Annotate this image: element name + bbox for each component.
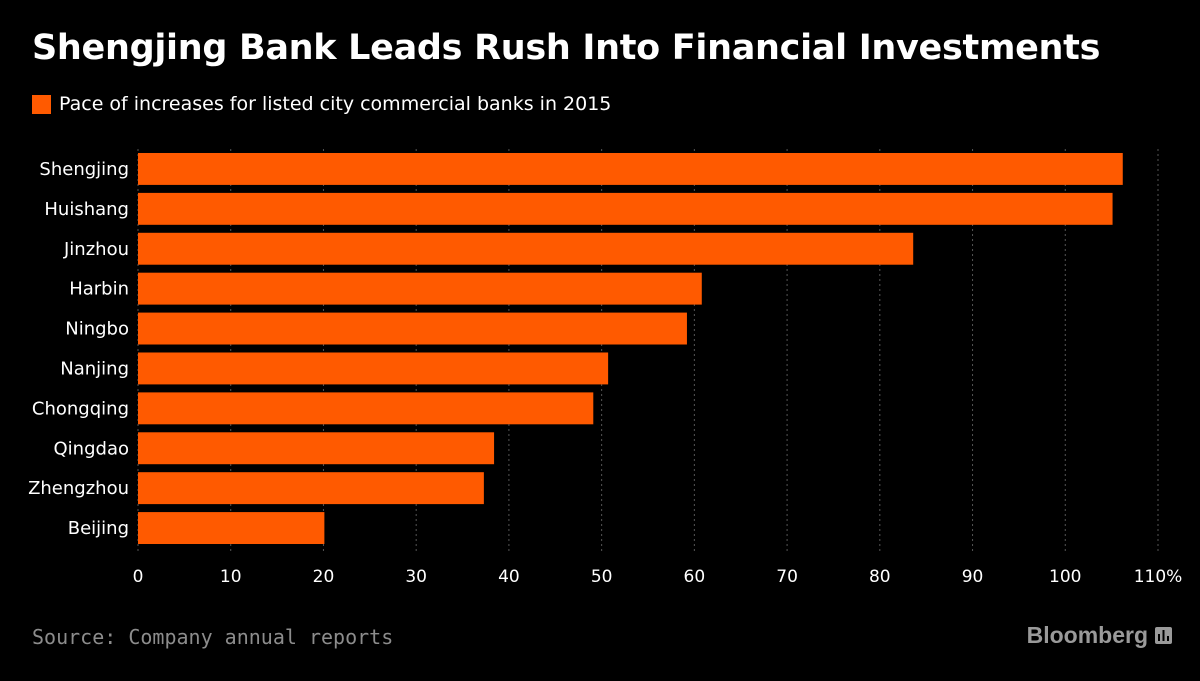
legend-swatch xyxy=(32,94,51,114)
x-tick-label: 10 xyxy=(220,567,242,587)
x-tick-label: 30 xyxy=(405,567,427,587)
legend: Pace of increases for listed city commer… xyxy=(32,92,611,116)
bar-jinzhou xyxy=(138,232,914,265)
x-tick-label: 60 xyxy=(684,567,706,587)
brand-name: Bloomberg xyxy=(1026,622,1148,648)
bar-shengjing xyxy=(138,152,1123,185)
x-tick-label: 100 xyxy=(1049,567,1081,587)
category-label-chongqing: Chongqing xyxy=(32,398,129,419)
bars xyxy=(138,152,1123,545)
category-label-beijing: Beijing xyxy=(68,518,129,539)
category-label-huishang: Huishang xyxy=(44,199,129,220)
x-tick-label: 80 xyxy=(869,567,891,587)
bar-qingdao xyxy=(138,432,495,465)
bar-harbin xyxy=(138,272,702,305)
bar-ningbo xyxy=(138,312,687,345)
chart-title: Shengjing Bank Leads Rush Into Financial… xyxy=(32,28,1101,68)
x-tick-label: 70 xyxy=(776,567,798,587)
category-label-harbin: Harbin xyxy=(69,279,129,300)
category-label-shengjing: Shengjing xyxy=(39,159,129,180)
bloomberg-chart-icon xyxy=(1155,627,1172,644)
category-label-qingdao: Qingdao xyxy=(54,438,129,459)
brand-logo: Bloomberg xyxy=(1027,622,1172,649)
x-tick-label: 110% xyxy=(1134,567,1183,587)
source-note: Source: Company annual reports xyxy=(32,625,394,649)
x-tick-label: 40 xyxy=(498,567,520,587)
category-label-jinzhou: Jinzhou xyxy=(63,239,129,260)
legend-label: Pace of increases for listed city commer… xyxy=(59,93,612,115)
x-tick-labels: 0 10 20 30 40 50 60 70 80 90 100 110% xyxy=(133,567,1183,587)
x-tick-label: 90 xyxy=(962,567,984,587)
category-labels: Shengjing Huishang Jinzhou Harbin Ningbo Nanj… xyxy=(28,159,129,539)
x-tick-label: 0 xyxy=(133,567,144,587)
category-label-zhengzhou: Zhengzhou xyxy=(28,478,129,499)
bar-zhengzhou xyxy=(138,472,484,505)
x-tick-label: 20 xyxy=(313,567,335,587)
bar-chongqing xyxy=(138,392,594,425)
x-tick-label: 50 xyxy=(591,567,613,587)
bar-nanjing xyxy=(138,352,609,385)
bar-beijing xyxy=(138,512,325,545)
category-label-ningbo: Ningbo xyxy=(65,319,129,340)
category-label-nanjing: Nanjing xyxy=(60,358,129,379)
bar-huishang xyxy=(138,192,1113,225)
bar-chart: Shengjing Huishang Jinzhou Harbin Ningbo Nanj… xyxy=(28,149,1183,587)
